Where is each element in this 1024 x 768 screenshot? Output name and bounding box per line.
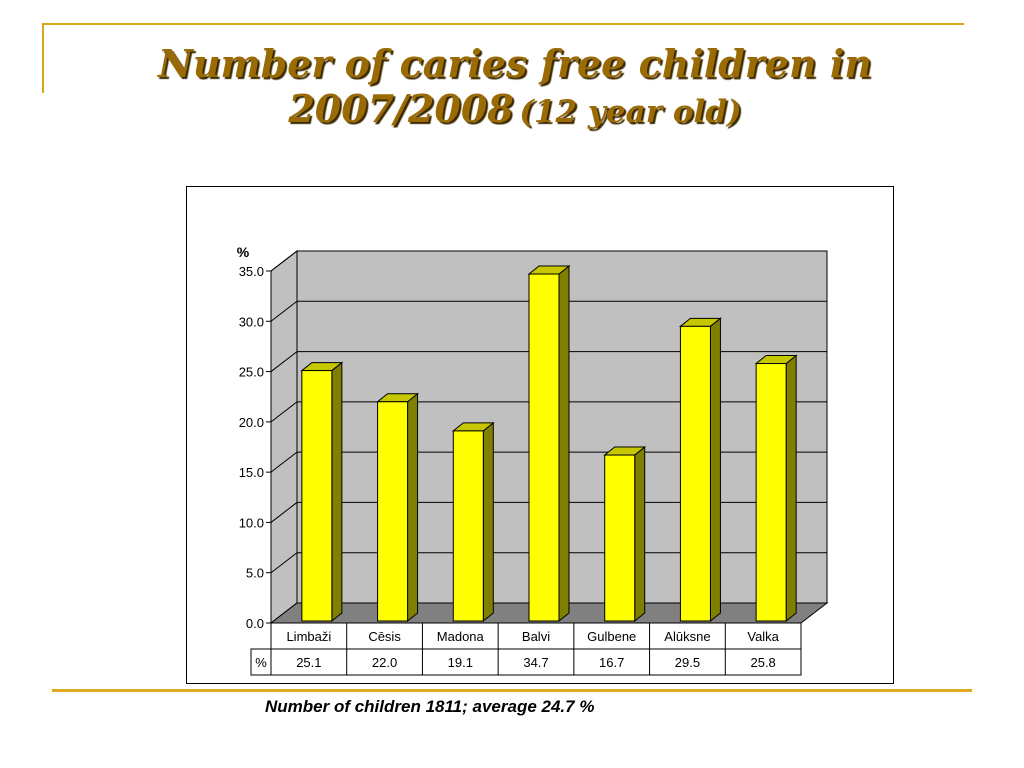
data-value-label: 34.7	[523, 655, 548, 670]
category-label: Gulbene	[587, 629, 636, 644]
y-tick-label: 0.0	[246, 616, 264, 631]
gridline	[270, 250, 827, 272]
y-tick-label: 35.0	[239, 264, 264, 279]
bar	[604, 454, 636, 622]
left-accent-line	[42, 23, 44, 93]
data-value-label: 16.7	[599, 655, 624, 670]
slide-title: Number of caries free children in 2007/2…	[40, 41, 990, 132]
gridline	[270, 451, 827, 473]
gridline	[270, 300, 827, 322]
y-tick-label: 25.0	[239, 365, 264, 380]
gridline	[270, 401, 827, 423]
category-label: Cēsis	[368, 629, 401, 644]
gridline	[270, 552, 827, 574]
bar-side	[785, 354, 797, 623]
bar-side	[558, 264, 570, 623]
table-series-label: %	[255, 655, 267, 670]
table-value-row	[250, 648, 802, 676]
bottom-accent-line	[52, 689, 972, 692]
y-tick-label: 30.0	[239, 314, 264, 329]
category-label: Valka	[747, 629, 779, 644]
bar	[755, 363, 787, 622]
title-subtitle: (12 year old)	[519, 93, 742, 130]
chart-side-wall	[270, 249, 298, 625]
bar-side	[482, 421, 494, 623]
bar	[452, 430, 484, 622]
top-accent-line	[42, 23, 964, 25]
y-axis-label: %	[237, 244, 250, 260]
bar	[377, 401, 409, 622]
bar	[679, 325, 711, 622]
data-value-label: 25.8	[750, 655, 775, 670]
bar-side	[709, 317, 721, 623]
chart-frame: 0.0 5.0 10.0 15.0 20.0 25.0 30.0 35.0%% Limbaži 2…	[186, 186, 894, 684]
bar-side	[634, 446, 646, 623]
gridline	[270, 351, 827, 372]
bar-side	[407, 392, 419, 623]
y-tick-label: 15.0	[239, 465, 264, 480]
y-tick-label: 5.0	[246, 566, 264, 581]
gridline	[270, 501, 827, 523]
data-value-label: 25.1	[296, 655, 321, 670]
y-tick-label: 20.0	[239, 415, 264, 430]
category-label: Limbaži	[286, 629, 331, 644]
bar-chart: 0.0 5.0 10.0 15.0 20.0 25.0 30.0 35.0%% Limbaži 2…	[237, 244, 829, 676]
bar	[528, 273, 560, 622]
data-value-label: 22.0	[372, 655, 397, 670]
footer-note: Number of children 1811; average 24.7 %	[265, 697, 595, 716]
data-value-label: 29.5	[675, 655, 700, 670]
category-label: Alūksne	[664, 629, 710, 644]
category-label: Madona	[437, 629, 485, 644]
bar-side	[331, 361, 343, 623]
bar	[301, 370, 333, 622]
title-main: Number of caries free children in 2007/2…	[158, 41, 872, 131]
data-value-label: 19.1	[448, 655, 473, 670]
category-label: Balvi	[522, 629, 550, 644]
y-tick-label: 10.0	[239, 515, 264, 530]
